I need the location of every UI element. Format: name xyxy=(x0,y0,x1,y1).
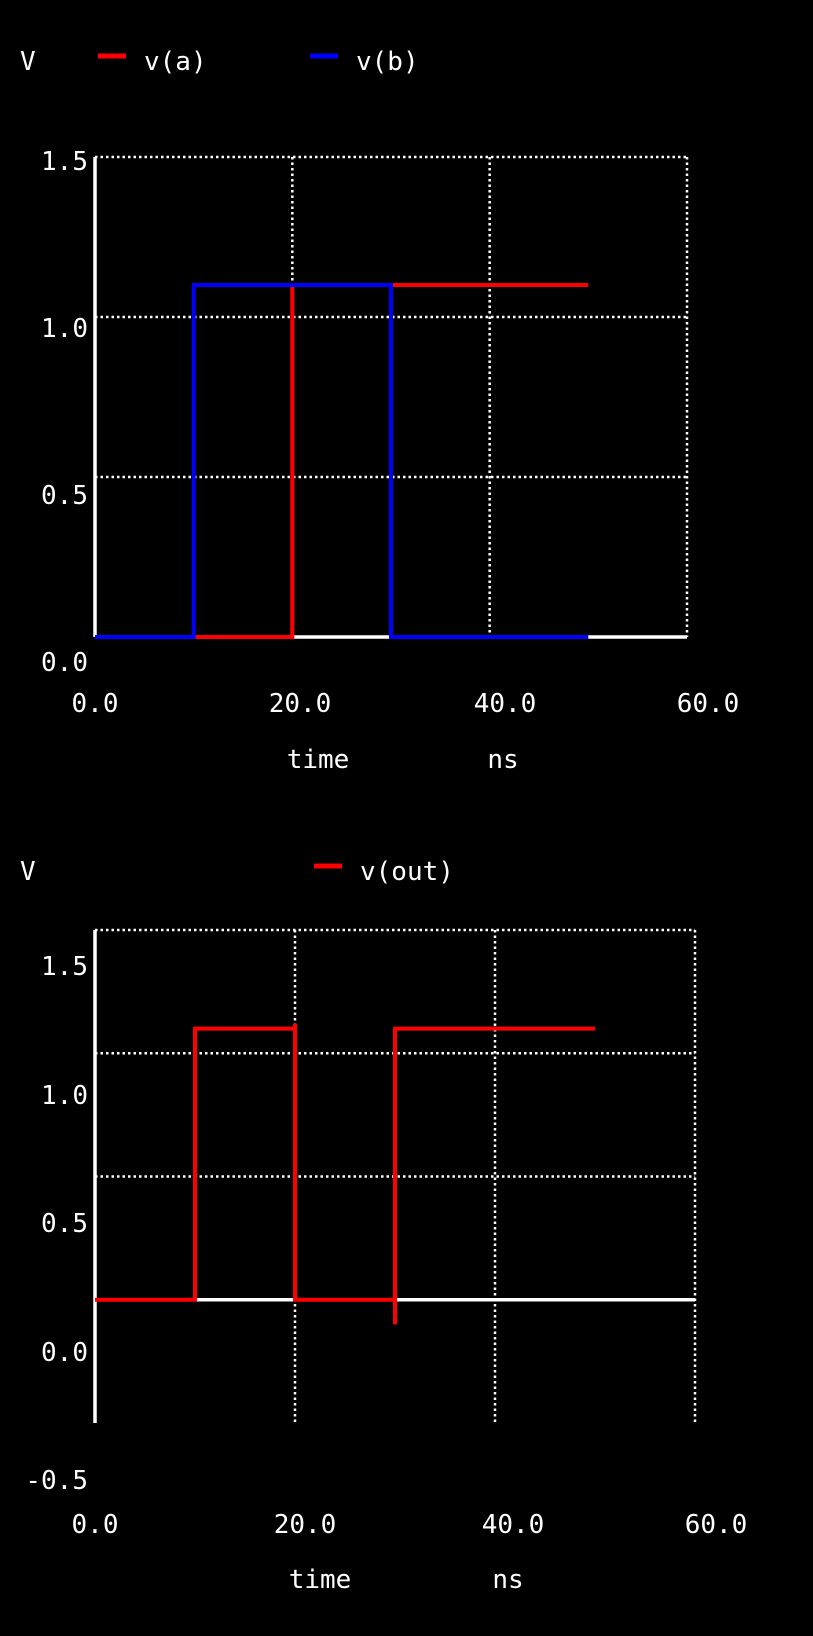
chart-1-xtick-label: 60.0 xyxy=(677,689,740,719)
chart-1-ytick-labels: 1.5 1.0 0.5 0.0 xyxy=(41,147,88,678)
chart-1-xunit: ns xyxy=(487,745,518,775)
series-line-v-a xyxy=(95,283,589,639)
chart-2-ytick-label: 0.5 xyxy=(41,1209,88,1239)
chart-1-series xyxy=(95,283,589,639)
series-line-v-b xyxy=(95,283,589,639)
chart-1-xtick-labels: 0.0 20.0 40.0 60.0 xyxy=(72,689,740,719)
chart-2-ylabel: V xyxy=(20,857,36,887)
chart-2-ytick-labels: 1.5 1.0 0.5 0.0 -0.5 xyxy=(25,952,88,1496)
chart-2-xtick-label: 0.0 xyxy=(72,1510,119,1540)
chart-2-ytick-label: -0.5 xyxy=(25,1466,88,1496)
chart-1-xtick-label: 20.0 xyxy=(269,689,332,719)
chart-2-ytick-label: 1.5 xyxy=(41,952,88,982)
chart-2-xtick-labels: 0.0 20.0 40.0 60.0 xyxy=(72,1510,748,1540)
chart-1-ylabel: V xyxy=(20,47,36,77)
chart-2-legend-label-v-out: v(out) xyxy=(360,857,454,887)
chart-1-legend: v(a) v(b) xyxy=(98,47,419,77)
chart-1-xtick-label: 40.0 xyxy=(474,689,537,719)
chart-2: V v(out) 1.5 1.0 0.5 0.0 -0.5 0.0 20.0 4… xyxy=(20,857,747,1595)
chart-2-ytick-label: 1.0 xyxy=(41,1081,88,1111)
chart-2-series xyxy=(95,1023,595,1325)
chart-1-ytick-label: 0.5 xyxy=(41,481,88,511)
chart-1-xlabel: time xyxy=(287,745,350,775)
chart-2-ytick-label: 0.0 xyxy=(41,1338,88,1368)
chart-1-ytick-label: 0.0 xyxy=(41,648,88,678)
chart-2-xunit: ns xyxy=(492,1565,523,1595)
chart-2-xtick-label: 20.0 xyxy=(274,1510,337,1540)
chart-2-xtick-label: 40.0 xyxy=(482,1510,545,1540)
chart-1-legend-label-v-b: v(b) xyxy=(356,47,419,77)
chart-1-ytick-label: 1.5 xyxy=(41,147,88,177)
series-line-v-out xyxy=(95,1023,595,1325)
chart-2-xlabel: time xyxy=(289,1565,352,1595)
chart-1: V v(a) v(b) 1.5 1.0 0.5 0.0 0.0 20.0 40.… xyxy=(20,47,739,775)
chart-1-legend-label-v-a: v(a) xyxy=(144,47,207,77)
chart-2-xtick-label: 60.0 xyxy=(685,1510,748,1540)
chart-2-legend: v(out) xyxy=(314,857,454,887)
chart-1-xtick-label: 0.0 xyxy=(72,689,119,719)
chart-1-ytick-label: 1.0 xyxy=(41,314,88,344)
